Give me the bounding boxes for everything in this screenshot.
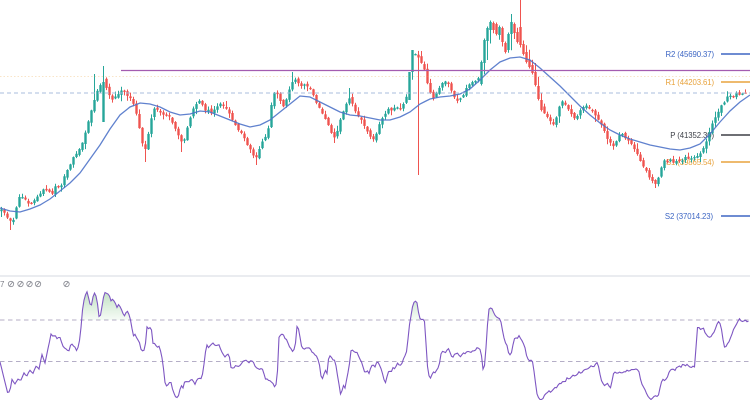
svg-text:P (41352.30): P (41352.30) [670, 131, 714, 140]
svg-text:R1 (44203.61): R1 (44203.61) [665, 78, 714, 87]
svg-text:R2 (45690.37): R2 (45690.37) [665, 50, 714, 59]
svg-text:S2 (37014.23): S2 (37014.23) [665, 212, 714, 221]
svg-text:S1 (39865.54): S1 (39865.54) [666, 158, 715, 167]
svg-text:7: 7 [0, 280, 5, 289]
